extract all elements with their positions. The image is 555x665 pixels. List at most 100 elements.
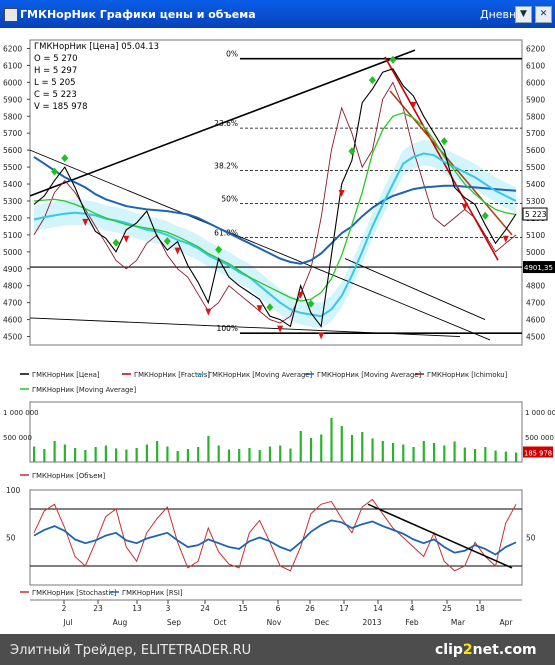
volume-bar [268, 446, 272, 462]
volume-bar [186, 449, 190, 462]
y-tick-label: 5300 [3, 197, 22, 206]
y-tick-label: 5600 [3, 146, 22, 155]
dropdown-button[interactable]: ▼ [515, 6, 532, 23]
fractal-up-marker [215, 245, 223, 254]
oscillator-line [33, 519, 517, 556]
y-tick-label: 5400 [526, 180, 545, 189]
trend-line [384, 56, 499, 261]
volume-bar [279, 445, 282, 462]
y-tick-label: 50 [526, 534, 536, 543]
legend-label: ГМКНорНик [Объем] [32, 472, 106, 480]
x-day-label: 26 [305, 604, 315, 613]
legend-label: ГМКНорНик [Stochastic] [32, 589, 117, 597]
logo-part: clip [435, 642, 463, 658]
y-tick-label: 5100 [3, 231, 22, 240]
volume-bar [197, 447, 200, 462]
fractal-down-marker [318, 332, 325, 340]
volume-bar [299, 431, 302, 462]
x-day-label: 3 [166, 604, 171, 613]
legend-label: ГМКНорНик [Fractals] [134, 371, 210, 379]
y-tick-label: 6200 [526, 44, 545, 53]
info-line: L = 5 205 [34, 78, 76, 88]
info-line: C = 5 223 [34, 90, 77, 100]
y-tick-label: 4800 [526, 282, 545, 291]
y-tick-label: 5000 [526, 248, 545, 257]
volume-bar [104, 445, 107, 462]
ma-blue-line [33, 156, 517, 265]
volume-bar [63, 444, 66, 462]
chart-area: 4500450046004600470047004800480049004900… [0, 28, 555, 634]
x-month-label: Nov [267, 618, 282, 627]
y-tick-label: 4700 [526, 299, 545, 308]
volume-bar [330, 418, 333, 462]
volume-bar [74, 448, 77, 462]
volume-bar [53, 441, 56, 462]
oscillator-panel: 100 50 50 ГМКНорНик [Stochastic] ГМКНорНик [… [6, 486, 536, 597]
x-month-label: Feb [405, 618, 419, 627]
y-tick-label: 5500 [3, 163, 22, 172]
y-tick-label: 4500 [3, 333, 22, 342]
y-tick-label: 5900 [526, 95, 545, 104]
x-day-label: 17 [339, 604, 349, 613]
x-month-label: Jul [62, 618, 72, 627]
y-tick-label: 4600 [526, 316, 545, 325]
fractal-up-marker [389, 55, 397, 64]
volume-bar [515, 452, 518, 462]
fractal-down-marker [256, 305, 263, 313]
volume-bar [381, 441, 384, 462]
fractal-down-marker [123, 235, 130, 243]
volume-bar [432, 443, 436, 462]
volume-bar [227, 449, 231, 462]
level-badge-label: 4901,35 [524, 264, 553, 272]
fractal-up-marker [348, 147, 356, 156]
y-tick-label: 5700 [526, 129, 545, 138]
x-day-label: 2 [62, 604, 67, 613]
volume-bar [217, 445, 220, 462]
fractal-down-marker [277, 325, 284, 333]
legend-label: ГМКНорНик [Moving Average] [317, 371, 421, 379]
x-month-label: Apr [500, 618, 514, 627]
x-day-label: 6 [276, 604, 281, 613]
trend-line [29, 149, 491, 341]
trend-line [29, 49, 416, 197]
volume-bar [504, 451, 507, 462]
y-tick-label: 5400 [3, 180, 22, 189]
legend-label: ГМКНорНик [Ichimoku] [427, 371, 508, 379]
fractal-up-marker [163, 237, 171, 246]
app-icon [4, 8, 18, 22]
close-button[interactable]: ✕ [535, 6, 552, 23]
fractal-up-marker [481, 211, 489, 220]
y-tick-label: 4600 [3, 316, 22, 325]
volume-bar [340, 426, 343, 462]
volume-bar [402, 444, 405, 462]
fractal-up-marker [51, 167, 59, 176]
legend-label: ГМКНорНик [RSI] [122, 589, 183, 597]
x-day-label: 25 [442, 604, 452, 613]
x-day-label: 24 [200, 604, 210, 613]
volume-bar [94, 447, 97, 462]
y-tick-label: 5800 [526, 112, 545, 121]
ma-green-line [33, 112, 517, 302]
trend-line [344, 258, 486, 320]
logo-part: 2 [462, 642, 473, 658]
volume-bar [309, 438, 313, 462]
x-day-label: 4 [410, 604, 415, 613]
y-tick-label: 6100 [526, 61, 545, 70]
oscillator-line [33, 498, 517, 572]
info-line: V = 185 978 [34, 102, 88, 112]
volume-bar [84, 450, 87, 462]
last-volume-label: 185 978 [524, 450, 552, 458]
y-tick-label: 5800 [3, 112, 22, 121]
legend-label: ГМКНорНик [Цена] [32, 371, 100, 379]
volume-bar [258, 450, 261, 462]
volume-panel: 500 000 1 000 000 500 000 1 000 000 185 978 Г… [3, 401, 555, 480]
volume-bar [361, 432, 364, 462]
x-month-label: Mar [451, 618, 466, 627]
y-tick-label: 4700 [3, 299, 22, 308]
volume-bar [484, 447, 487, 462]
volume-bar [33, 446, 36, 462]
fractal-down-marker [174, 247, 181, 255]
volume-frame [29, 401, 523, 463]
x-day-label: 23 [93, 604, 103, 613]
y-tick-label: 500 000 [3, 434, 32, 442]
